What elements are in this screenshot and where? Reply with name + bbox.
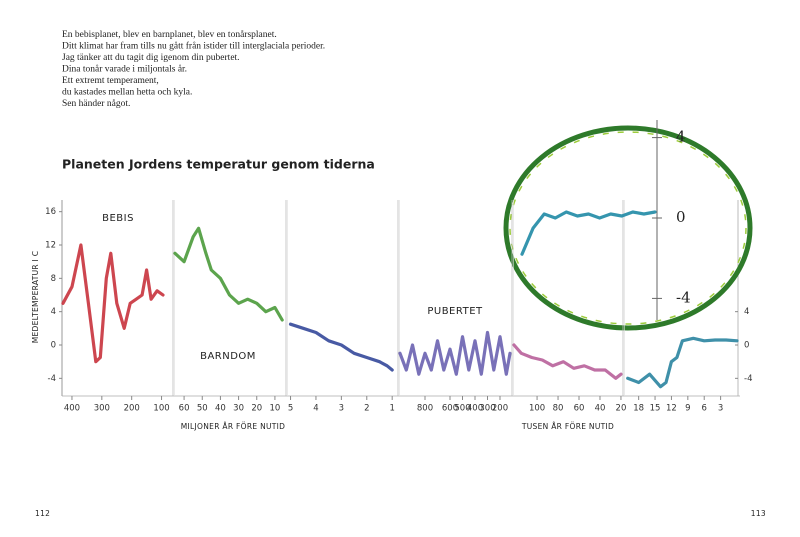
x-tick-label: 400 (467, 404, 483, 414)
x-tick-label: 1 (389, 404, 394, 414)
y-tick-label: 8 (51, 274, 56, 284)
x-tick-label: 40 (215, 404, 226, 414)
x-tick-label: 40 (595, 404, 606, 414)
x-tick-label: 5 (288, 404, 293, 414)
x-tick-label: 300 (94, 404, 110, 414)
poem-line: Ett extremt temperament, (62, 76, 159, 86)
x-tick-label: 2 (364, 404, 369, 414)
right-tick-label: -4 (744, 374, 752, 384)
x-tick-label: 4 (313, 404, 318, 414)
x-tick-label: 300 (479, 404, 495, 414)
x-tick-label: 500 (454, 404, 470, 414)
y-tick-label: 16 (45, 207, 56, 217)
segment-label: BARNDOM (200, 351, 256, 362)
temperature-line (626, 336, 739, 389)
inset-tick-label: -4 (676, 288, 691, 306)
wreath-leaves (509, 131, 747, 325)
inset-tick-label: 0 (676, 208, 686, 226)
poem-line: du kastades mellan hetta och kyla. (62, 88, 192, 98)
x-tick-label: 60 (179, 404, 190, 414)
segment-label: PUBERTET (427, 306, 483, 317)
x-tick-label: 800 (417, 404, 433, 414)
x-tick-label: 18 (633, 404, 644, 414)
wreath (503, 125, 753, 331)
y-axis-label: MEDELTEMPERATUR I C (31, 251, 40, 344)
x-tick-label: 3 (339, 404, 344, 414)
temperature-line (512, 343, 623, 380)
inset-line (520, 210, 657, 256)
page-number: 113 (751, 509, 766, 518)
temperature-line (288, 322, 394, 372)
chart-title: Planeten Jordens temperatur genom tidern… (62, 157, 375, 172)
y-tick-label: 0 (51, 341, 56, 351)
y-tick-label: 12 (45, 241, 56, 251)
x-tick-label: 60 (574, 404, 585, 414)
temperature-line (61, 243, 165, 364)
x-tick-label: 12 (666, 404, 677, 414)
x-axis-label: TUSEN ÅR FÖRE NUTID (521, 422, 614, 431)
page-number: 112 (35, 509, 50, 518)
x-tick-label: 10 (270, 404, 281, 414)
x-tick-label: 30 (233, 404, 244, 414)
poem-line: Sen händer något. (62, 98, 130, 109)
temperature-line (398, 330, 512, 376)
x-tick-label: 100 (153, 404, 169, 414)
y-tick-label: -4 (48, 374, 56, 384)
poem-line: Jag tänker att du tagit dig igenom din p… (62, 53, 240, 63)
segment-label: BEBIS (102, 213, 134, 224)
x-tick-label: 400 (64, 404, 80, 414)
x-tick-label: 50 (197, 404, 208, 414)
y-tick-label: 4 (51, 307, 56, 317)
x-axis-label: MILJONER ÅR FÖRE NUTID (181, 422, 285, 431)
x-tick-label: 80 (553, 404, 564, 414)
poem-line: Ditt klimat har fram tills nu gått från … (62, 41, 325, 52)
right-tick-label: 0 (744, 341, 749, 351)
x-tick-label: 6 (702, 404, 707, 414)
poem-line: En bebisplanet, blev en barnplanet, blev… (62, 29, 277, 40)
inset-tick-label: 4 (676, 128, 686, 146)
x-tick-label: 20 (251, 404, 262, 414)
x-tick-label: 100 (529, 404, 545, 414)
poem-line: Dina tonår varade i miljontals år. (62, 64, 187, 75)
x-tick-label: 20 (616, 404, 627, 414)
right-tick-label: 4 (744, 307, 749, 317)
x-tick-label: 15 (650, 404, 661, 414)
temperature-line (173, 226, 284, 322)
x-tick-label: 3 (718, 404, 723, 414)
x-tick-label: 600 (442, 404, 458, 414)
x-tick-label: 9 (685, 404, 690, 414)
x-tick-label: 200 (124, 404, 140, 414)
x-tick-label: 200 (492, 404, 508, 414)
